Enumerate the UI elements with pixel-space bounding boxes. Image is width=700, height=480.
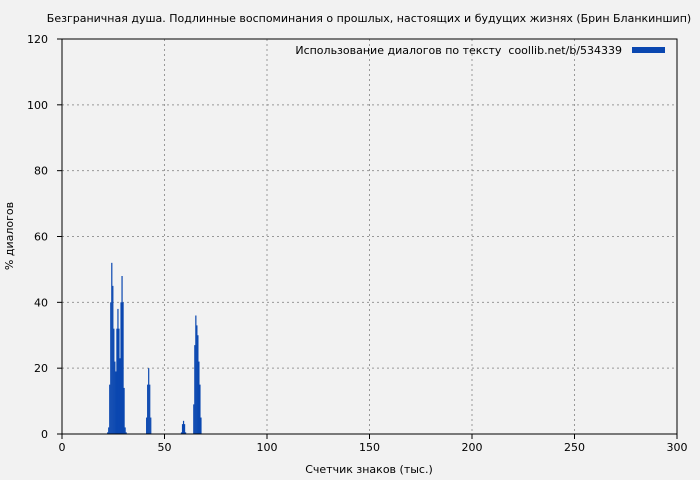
legend: Использование диалогов по тексту coollib… — [295, 44, 665, 57]
grid — [62, 39, 677, 434]
bar — [146, 417, 148, 434]
bar — [116, 328, 118, 434]
bar — [117, 308, 119, 434]
bar — [150, 417, 152, 434]
bar — [196, 325, 198, 434]
x-tick-label: 200 — [462, 441, 483, 454]
bar — [113, 328, 115, 434]
bar — [195, 315, 197, 434]
x-tick-label: 300 — [667, 441, 688, 454]
bar — [110, 302, 112, 434]
y-tick-label: 20 — [34, 362, 48, 375]
x-tick-label: 250 — [564, 441, 585, 454]
bar — [200, 417, 202, 434]
bar — [122, 302, 124, 434]
bar — [121, 276, 123, 434]
ticks: 0 50 100 150 200 250 300 0 20 40 60 80 100 120 — [27, 33, 688, 454]
y-tick-label: 100 — [27, 99, 48, 112]
bar — [198, 361, 200, 434]
legend-swatch — [632, 47, 665, 53]
chart-title: Безграничная душа. Подлинные воспоминани… — [47, 12, 691, 25]
bar — [199, 384, 201, 434]
legend-label: Использование диалогов по тексту coollib… — [295, 44, 622, 57]
bar — [119, 358, 121, 434]
y-tick-label: 80 — [34, 165, 48, 178]
bar — [148, 368, 150, 434]
bar — [108, 427, 110, 434]
bar — [109, 384, 111, 434]
y-tick-label: 0 — [41, 428, 48, 441]
bar — [193, 404, 195, 434]
bar — [185, 432, 187, 434]
y-tick-label: 40 — [34, 296, 48, 309]
bar — [114, 361, 116, 434]
bar — [181, 424, 184, 434]
bar — [183, 424, 186, 434]
bar — [197, 335, 199, 434]
bar — [149, 384, 151, 434]
bar — [194, 345, 196, 434]
bar — [111, 262, 113, 434]
y-tick-label: 60 — [34, 231, 48, 244]
y-tick-label: 120 — [27, 33, 48, 46]
x-tick-label: 100 — [257, 441, 278, 454]
bar — [118, 328, 120, 434]
bar — [124, 427, 126, 434]
x-axis-label: Счетчик знаков (тыс.) — [305, 463, 433, 476]
bar — [112, 285, 114, 434]
x-tick-label: 0 — [59, 441, 66, 454]
bar — [180, 432, 183, 434]
bar — [115, 371, 117, 434]
bar — [107, 432, 109, 434]
bars — [107, 262, 202, 434]
y-axis-label: % диалогов — [3, 202, 16, 270]
bar — [182, 420, 185, 434]
bar — [147, 384, 149, 434]
bar — [120, 302, 122, 434]
x-tick-label: 150 — [359, 441, 380, 454]
bar — [125, 432, 127, 434]
x-tick-label: 50 — [158, 441, 172, 454]
bar — [123, 387, 125, 434]
